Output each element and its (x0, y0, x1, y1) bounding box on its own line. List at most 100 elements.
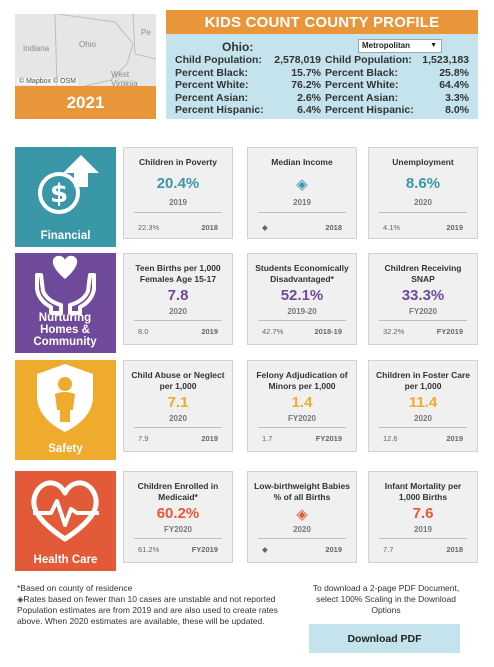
area-stat-row: Percent White: 64.4% (325, 79, 469, 92)
card-divider (134, 538, 222, 539)
state-stat-row: Percent Hispanic: 6.4% (175, 104, 321, 117)
state-stat-label: Percent Asian: (175, 91, 249, 104)
indicator-title: Children Enrolled in Medicaid* (137, 481, 219, 502)
indicator-year: 2019 (414, 525, 432, 534)
map-label-indiana: Indiana (23, 44, 50, 53)
shield-child-icon (15, 360, 116, 441)
indicator-title: Felony Adjudication of Minors per 1,000 (256, 370, 348, 391)
category-tile: Safety (15, 360, 116, 460)
indicator-year: 2020 (414, 198, 432, 207)
indicator-card[interactable]: Children in Poverty 20.4% 2019 22.3% 2018 (123, 147, 233, 239)
indicator-title: Child Abuse or Neglect per 1,000 (131, 370, 225, 391)
category-label: Safety (48, 443, 83, 455)
indicator-title: Children Receiving SNAP (384, 263, 462, 284)
indicator-value: 8.6% (405, 175, 441, 192)
profile-title: KIDS COUNT COUNTY PROFILE (166, 10, 478, 34)
footnotes: *Based on county of residence ◈Rates bas… (17, 583, 287, 627)
chevron-down-icon: ▼ (430, 42, 437, 49)
indicator-value: 60.2% (156, 505, 200, 522)
indicator-year: FY2020 (287, 414, 317, 423)
indicator-card[interactable]: Child Abuse or Neglect per 1,000 7.1 2020 7… (123, 360, 233, 452)
state-stat-row: Percent White: 76.2% (175, 79, 321, 92)
indicator-year: 2020 (169, 414, 187, 423)
category-row-0: $ Financial Children in Poverty 20.4% 2019 22… (15, 147, 478, 247)
indicator-card[interactable]: Students Economically Disadvantaged* 52.1… (247, 253, 357, 345)
previous-value: 1.7 (262, 434, 273, 443)
card-divider (379, 427, 467, 428)
area-type-select[interactable]: Metropolitan ▼ (358, 39, 442, 53)
previous-value: 8.0 (138, 327, 149, 336)
indicator-card[interactable]: Infant Mortality per 1,000 Births 7.6 2019… (368, 471, 478, 563)
indicator-year: FY2020 (163, 525, 193, 534)
indicator-title: Teen Births per 1,000 Females Age 15-17 (135, 263, 221, 284)
previous-year: 2019 (201, 327, 218, 336)
previous-year: FY2019 (191, 545, 218, 554)
area-stat-label: Percent Hispanic: (325, 104, 414, 116)
previous-value: ◆ (262, 223, 268, 232)
indicator-card[interactable]: Felony Adjudication of Minors per 1,000 1… (247, 360, 357, 452)
area-type-value: Metropolitan (362, 41, 410, 50)
area-stat-value: 25.8% (439, 66, 469, 79)
previous-value: 61.2% (138, 545, 160, 554)
category-row-2: Safety Child Abuse or Neglect per 1,000 7.… (15, 360, 478, 460)
previous-value: 32.2% (383, 327, 405, 336)
indicator-card[interactable]: Children in Foster Care per 1,000 11.4 202… (368, 360, 478, 452)
previous-year: 2019 (201, 434, 218, 443)
indicator-value: 1.4 (291, 394, 313, 411)
svg-text:$: $ (50, 179, 68, 209)
download-pdf-button[interactable]: Download PDF (309, 624, 460, 653)
state-stat-row: Percent Asian: 2.6% (175, 92, 321, 105)
category-label: Health Care (33, 554, 98, 566)
previous-year: 2019 (446, 434, 463, 443)
download-instructions: To download a 2-page PDF Document, selec… (312, 583, 460, 615)
state-stat-label: Percent Black: (175, 66, 248, 79)
card-divider (134, 427, 222, 428)
indicator-title: Unemployment (392, 157, 454, 167)
map-credit[interactable]: © Mapbox © OSM (17, 78, 78, 85)
indicator-value: ◈ (296, 176, 308, 193)
card-divider (258, 320, 346, 321)
indicator-title: Students Economically Disadvantaged* (255, 263, 349, 284)
indicator-card[interactable]: Children Enrolled in Medicaid* 60.2% FY202… (123, 471, 233, 563)
previous-value: 22.3% (138, 223, 160, 232)
area-stats: Child Population: 1,523,183 Percent Black:… (325, 54, 469, 117)
indicator-value: 33.3% (401, 287, 445, 304)
area-stat-row: Child Population: 1,523,183 (325, 54, 469, 67)
indicator-card[interactable]: Unemployment 8.6% 2020 4.1% 2019 (368, 147, 478, 239)
map-label-west-virginia: West Virginia (111, 70, 138, 86)
card-divider (258, 427, 346, 428)
indicator-title: Children in Poverty (139, 157, 217, 167)
previous-year: 2018 (446, 545, 463, 554)
previous-year: 2018 (325, 223, 342, 232)
map-label-pennsylvania: Pe (141, 28, 151, 37)
map-label-ohio: Ohio (79, 40, 96, 49)
area-stat-value: 8.0% (445, 104, 469, 116)
footnote-residence: *Based on county of residence (17, 583, 133, 593)
indicator-value: 52.1% (280, 287, 324, 304)
indicator-card[interactable]: Teen Births per 1,000 Females Age 15-17 7… (123, 253, 233, 345)
card-divider (379, 320, 467, 321)
indicator-year: 2019 (293, 198, 311, 207)
card-divider (258, 538, 346, 539)
previous-year: 2019 (446, 223, 463, 232)
indicator-card[interactable]: Median Income ◈ 2019 ◆ 2018 (247, 147, 357, 239)
indicator-title: Infant Mortality per 1,000 Births (384, 481, 462, 502)
indicator-card[interactable]: Children Receiving SNAP 33.3% FY2020 32.2% F… (368, 253, 478, 345)
area-stat-label: Percent White: (325, 79, 399, 91)
category-label: Nurturing Homes & Community (33, 312, 97, 348)
previous-year: 2019 (325, 545, 342, 554)
county-map[interactable]: Indiana Ohio West Virginia Pe © Mapbox ©… (15, 14, 156, 86)
previous-value: 7.7 (383, 545, 394, 554)
card-divider (258, 212, 346, 213)
indicator-title: Low-birthweight Babies % of all Births (254, 481, 350, 502)
category-row-3: Health Care Children Enrolled in Medicaid… (15, 471, 478, 571)
state-name: Ohio: (222, 40, 254, 54)
card-divider (134, 320, 222, 321)
area-stat-label: Percent Asian: (325, 91, 399, 104)
indicator-year: 2020 (293, 525, 311, 534)
previous-year: 2018-19 (314, 327, 342, 336)
indicator-card[interactable]: Low-birthweight Babies % of all Births ◈ 2… (247, 471, 357, 563)
category-row-1: Nurturing Homes & Community Teen Births p… (15, 253, 478, 353)
state-stat-value: 2,578,019 (274, 54, 321, 66)
map-graphic (54, 14, 156, 86)
